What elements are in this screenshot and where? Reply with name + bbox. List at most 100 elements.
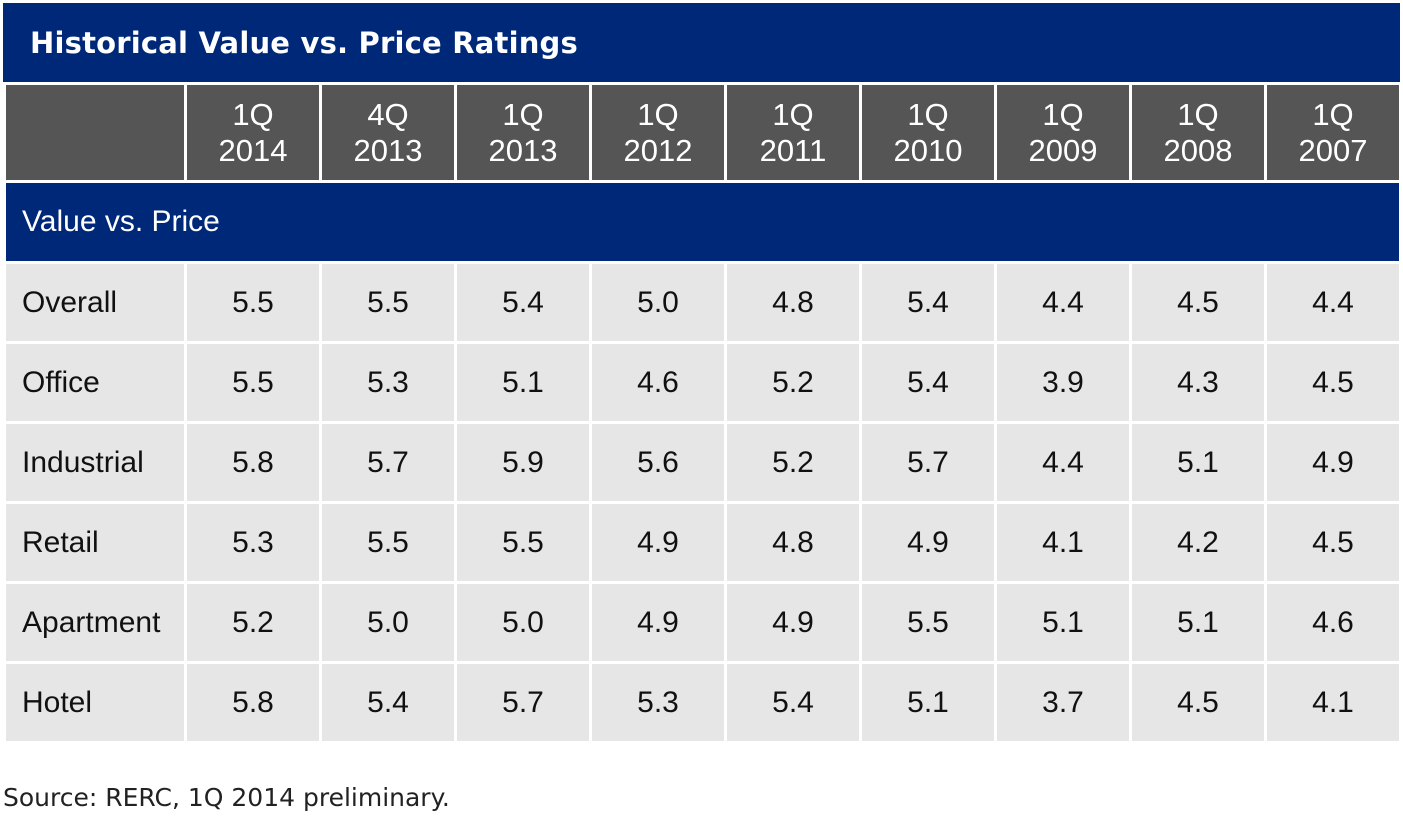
section-header-row: Value vs. Price <box>3 180 1402 264</box>
value-cell: 4.5 <box>1264 501 1402 584</box>
value-cell: 5.4 <box>454 261 592 344</box>
value-cell: 4.8 <box>724 261 862 344</box>
column-header-row: 1Q 2014 4Q 2013 1Q 2013 1Q 2012 1Q 2011 1Q 201… <box>3 82 1402 183</box>
column-quarter: 4Q <box>367 96 409 132</box>
table-title: Historical Value vs. Price Ratings <box>3 3 1400 82</box>
value-cell: 5.5 <box>319 261 457 344</box>
value-cell: 4.9 <box>589 501 727 584</box>
column-year: 2010 <box>893 132 963 168</box>
column-header: 1Q 2011 <box>724 82 862 183</box>
value-cell: 4.1 <box>1264 661 1402 744</box>
column-header: 1Q 2012 <box>589 82 727 183</box>
value-cell: 4.2 <box>1129 501 1267 584</box>
value-cell: 5.3 <box>319 341 457 424</box>
value-cell: 5.7 <box>319 421 457 504</box>
row-label: Overall <box>3 261 187 344</box>
value-cell: 5.0 <box>319 581 457 664</box>
column-quarter: 1Q <box>1042 96 1084 132</box>
value-cell: 5.1 <box>859 661 997 744</box>
value-cell: 4.9 <box>724 581 862 664</box>
value-cell: 5.5 <box>454 501 592 584</box>
value-cell: 4.5 <box>1129 661 1267 744</box>
table-row: Industrial 5.8 5.7 5.9 5.6 5.2 5.7 4.4 5.1 4.9 <box>3 421 1402 504</box>
row-label: Apartment <box>3 581 187 664</box>
source-note: Source: RERC, 1Q 2014 preliminary. <box>3 783 450 812</box>
value-cell: 5.6 <box>589 421 727 504</box>
value-cell: 5.9 <box>454 421 592 504</box>
column-header: 1Q 2007 <box>1264 82 1402 183</box>
value-cell: 5.3 <box>184 501 322 584</box>
value-cell: 5.0 <box>454 581 592 664</box>
table-row: Overall 5.5 5.5 5.4 5.0 4.8 5.4 4.4 4.5 4.4 <box>3 261 1402 344</box>
row-label: Office <box>3 341 187 424</box>
value-cell: 4.9 <box>589 581 727 664</box>
row-label: Industrial <box>3 421 187 504</box>
column-year: 2008 <box>1163 132 1233 168</box>
value-cell: 4.5 <box>1264 341 1402 424</box>
table-row: Office 5.5 5.3 5.1 4.6 5.2 5.4 3.9 4.3 4.5 <box>3 341 1402 424</box>
value-cell: 4.3 <box>1129 341 1267 424</box>
value-cell: 4.4 <box>994 261 1132 344</box>
column-year: 2012 <box>623 132 693 168</box>
value-cell: 3.7 <box>994 661 1132 744</box>
row-label: Hotel <box>3 661 187 744</box>
value-cell: 5.4 <box>724 661 862 744</box>
section-header: Value vs. Price <box>3 180 1402 264</box>
value-cell: 5.1 <box>1129 581 1267 664</box>
column-quarter: 1Q <box>502 96 544 132</box>
value-cell: 4.4 <box>1264 261 1402 344</box>
value-cell: 3.9 <box>994 341 1132 424</box>
column-quarter: 1Q <box>1312 96 1354 132</box>
value-cell: 5.5 <box>184 341 322 424</box>
value-cell: 5.2 <box>184 581 322 664</box>
column-header: 1Q 2009 <box>994 82 1132 183</box>
column-header: 1Q 2013 <box>454 82 592 183</box>
value-cell: 4.6 <box>1264 581 1402 664</box>
value-cell: 4.9 <box>1264 421 1402 504</box>
ratings-table: 1Q 2014 4Q 2013 1Q 2013 1Q 2012 1Q 2011 1Q 201… <box>3 82 1402 744</box>
column-header: 4Q 2013 <box>319 82 457 183</box>
column-year: 2013 <box>488 132 558 168</box>
value-cell: 5.4 <box>859 261 997 344</box>
column-quarter: 1Q <box>907 96 949 132</box>
column-header: 1Q 2014 <box>184 82 322 183</box>
value-cell: 5.3 <box>589 661 727 744</box>
value-cell: 5.4 <box>319 661 457 744</box>
value-cell: 5.2 <box>724 421 862 504</box>
value-cell: 5.1 <box>994 581 1132 664</box>
table-row: Retail 5.3 5.5 5.5 4.9 4.8 4.9 4.1 4.2 4.5 <box>3 501 1402 584</box>
column-quarter: 1Q <box>232 96 274 132</box>
value-cell: 5.1 <box>454 341 592 424</box>
column-year: 2009 <box>1028 132 1098 168</box>
value-cell: 4.4 <box>994 421 1132 504</box>
value-cell: 4.5 <box>1129 261 1267 344</box>
value-cell: 5.2 <box>724 341 862 424</box>
ratings-table-panel: Historical Value vs. Price Ratings 1Q 201… <box>3 3 1402 744</box>
column-year: 2011 <box>759 132 827 168</box>
value-cell: 5.4 <box>859 341 997 424</box>
table-row: Apartment 5.2 5.0 5.0 4.9 4.9 5.5 5.1 5.1 4.6 <box>3 581 1402 664</box>
value-cell: 4.9 <box>859 501 997 584</box>
column-header: 1Q 2010 <box>859 82 997 183</box>
value-cell: 5.1 <box>1129 421 1267 504</box>
value-cell: 5.5 <box>859 581 997 664</box>
value-cell: 4.6 <box>589 341 727 424</box>
corner-header-cell <box>3 82 187 183</box>
column-quarter: 1Q <box>637 96 679 132</box>
value-cell: 4.1 <box>994 501 1132 584</box>
value-cell: 5.5 <box>184 261 322 344</box>
value-cell: 5.7 <box>454 661 592 744</box>
value-cell: 4.8 <box>724 501 862 584</box>
column-quarter: 1Q <box>1177 96 1219 132</box>
column-header: 1Q 2008 <box>1129 82 1267 183</box>
column-year: 2013 <box>353 132 423 168</box>
value-cell: 5.7 <box>859 421 997 504</box>
table-row: Hotel 5.8 5.4 5.7 5.3 5.4 5.1 3.7 4.5 4.1 <box>3 661 1402 744</box>
column-quarter: 1Q <box>772 96 814 132</box>
column-year: 2014 <box>218 132 288 168</box>
value-cell: 5.8 <box>184 661 322 744</box>
value-cell: 5.5 <box>319 501 457 584</box>
column-year: 2007 <box>1298 132 1368 168</box>
value-cell: 5.0 <box>589 261 727 344</box>
row-label: Retail <box>3 501 187 584</box>
